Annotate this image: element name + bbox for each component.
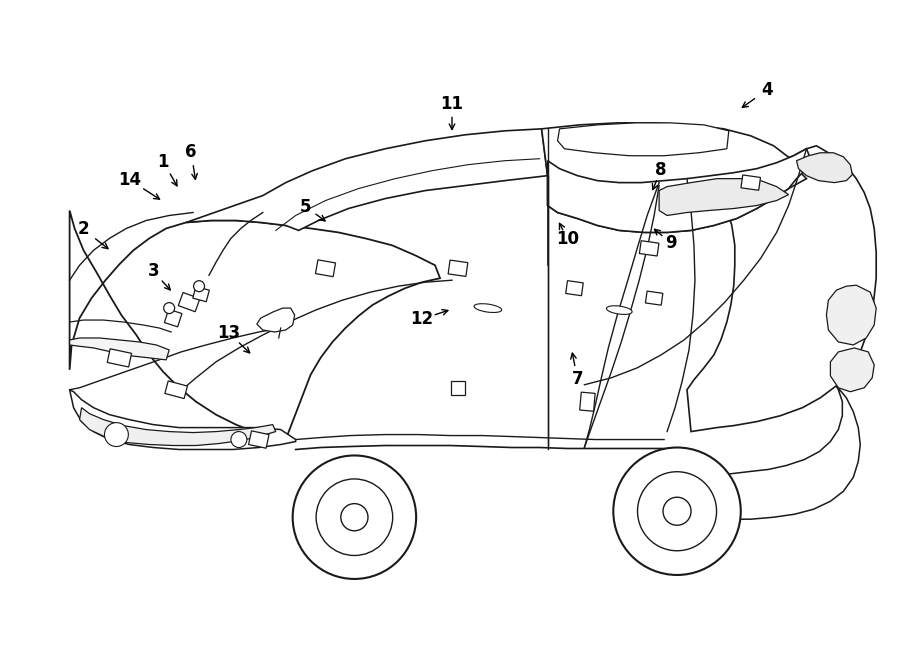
Polygon shape	[826, 285, 877, 345]
Text: 8: 8	[655, 161, 667, 178]
Circle shape	[292, 455, 416, 579]
Polygon shape	[645, 291, 663, 305]
Circle shape	[164, 303, 175, 313]
Polygon shape	[831, 348, 874, 392]
Polygon shape	[639, 241, 659, 256]
Polygon shape	[547, 129, 877, 432]
Polygon shape	[448, 260, 468, 276]
Polygon shape	[248, 431, 269, 448]
Polygon shape	[316, 260, 336, 277]
Ellipse shape	[607, 306, 632, 315]
Circle shape	[104, 422, 129, 447]
Polygon shape	[165, 309, 182, 327]
Circle shape	[341, 504, 368, 531]
Polygon shape	[165, 381, 187, 399]
Circle shape	[663, 497, 691, 525]
Text: 5: 5	[300, 198, 311, 215]
Text: 2: 2	[77, 220, 89, 239]
Text: 14: 14	[118, 171, 141, 188]
Polygon shape	[69, 127, 877, 586]
Text: 13: 13	[218, 324, 240, 342]
Circle shape	[613, 447, 741, 575]
Circle shape	[231, 432, 247, 447]
Polygon shape	[193, 287, 210, 301]
Polygon shape	[69, 210, 440, 440]
Text: 3: 3	[148, 262, 159, 280]
Polygon shape	[796, 153, 852, 182]
Polygon shape	[580, 392, 595, 411]
Polygon shape	[557, 123, 729, 156]
Polygon shape	[741, 175, 760, 190]
Circle shape	[316, 479, 392, 555]
Circle shape	[194, 281, 204, 292]
Text: 11: 11	[440, 95, 464, 113]
Text: 7: 7	[572, 369, 583, 388]
Text: 9: 9	[665, 235, 677, 253]
Polygon shape	[107, 349, 131, 367]
Text: 1: 1	[158, 153, 169, 171]
Polygon shape	[542, 123, 806, 233]
Polygon shape	[69, 338, 169, 360]
Polygon shape	[547, 149, 811, 233]
Text: 4: 4	[760, 81, 772, 99]
Circle shape	[637, 472, 716, 551]
Polygon shape	[659, 178, 788, 215]
Polygon shape	[178, 293, 200, 312]
Polygon shape	[256, 308, 294, 332]
Polygon shape	[566, 281, 583, 295]
Polygon shape	[186, 129, 547, 231]
Text: 12: 12	[410, 310, 434, 328]
Polygon shape	[451, 381, 465, 395]
Polygon shape	[79, 408, 275, 446]
Polygon shape	[677, 386, 860, 519]
Polygon shape	[69, 390, 296, 449]
Ellipse shape	[474, 303, 501, 313]
Text: 6: 6	[185, 143, 197, 161]
Text: 10: 10	[556, 231, 579, 249]
